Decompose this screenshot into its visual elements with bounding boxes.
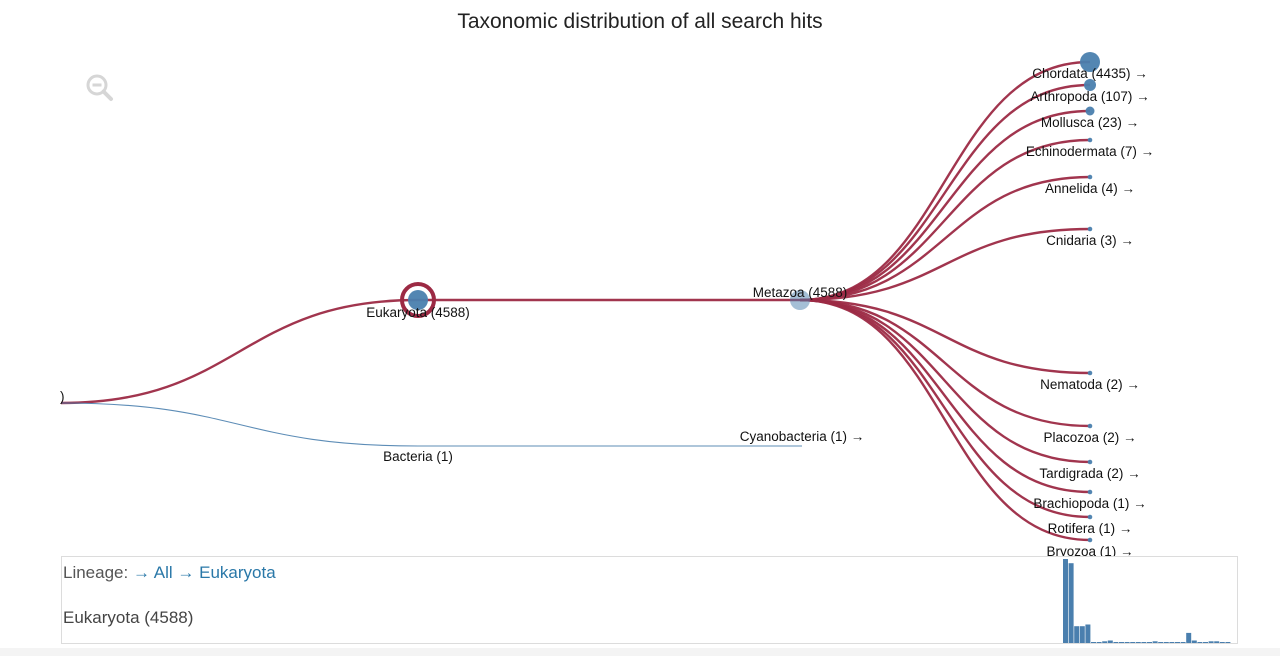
tree-node-annelida[interactable] — [1087, 174, 1093, 180]
tree-node-echinodermata[interactable] — [1087, 137, 1093, 143]
histogram-bar — [1102, 641, 1108, 643]
histogram-bar — [1130, 642, 1136, 643]
histogram-bar — [1113, 642, 1119, 643]
histogram-bar — [1063, 559, 1068, 643]
tree-label-bacteria[interactable]: Bacteria (1) — [383, 449, 453, 464]
tree-labels: ) Eukaryota (4588) Bacteria (1) Metazoa (45… — [60, 66, 1154, 559]
histogram-bar — [1091, 642, 1096, 643]
histogram-bar — [1186, 632, 1192, 643]
selected-node-ring — [400, 282, 436, 318]
tree-links — [60, 60, 1091, 542]
histogram-bar — [1219, 642, 1225, 643]
tree-node-placozoa[interactable] — [1087, 423, 1093, 429]
tree-label-eukaryota[interactable]: Eukaryota (4588) — [366, 305, 470, 320]
tree-node-rotifera[interactable] — [1087, 514, 1093, 520]
tree-node-metazoa[interactable] — [790, 290, 810, 310]
tree-label-metazoa[interactable]: Metazoa (4588) — [753, 285, 848, 300]
info-panel: Lineage: → All → Eukaryota Eukaryota (45… — [61, 556, 1238, 644]
tree-label-placozoa[interactable]: Placozoa (2) → — [1043, 430, 1136, 445]
tree-label-root: ) — [60, 389, 65, 404]
tree-nodes — [400, 52, 1100, 543]
tree-node-brachiopoda[interactable] — [1087, 489, 1093, 495]
tree-label-tardigrada[interactable]: Tardigrada (2) → — [1039, 466, 1140, 481]
histogram-bar — [1085, 624, 1091, 643]
tree-link-arthropoda — [799, 83, 1091, 302]
zoom-out-icon[interactable] — [84, 72, 116, 104]
tree-label-cyanobacteria[interactable]: Cyanobacteria (1) → — [740, 429, 865, 444]
histogram-bar — [1152, 641, 1158, 643]
histogram-bar — [1163, 642, 1169, 643]
tree-label-nematoda[interactable]: Nematoda (2) → — [1040, 377, 1140, 392]
tree-link-placozoa — [799, 298, 1091, 428]
lineage-breadcrumb: Lineage: → All → Eukaryota — [63, 563, 276, 583]
histogram-bar — [1141, 642, 1147, 643]
tree-link-eukaryota — [60, 298, 419, 405]
histogram-bar — [1158, 642, 1164, 643]
histogram-bar — [1079, 626, 1085, 643]
tree-link-bryozoa — [799, 298, 1091, 542]
lineage-link-eukaryota[interactable]: → Eukaryota — [177, 563, 276, 582]
histogram-bar — [1074, 626, 1080, 643]
histogram-bar — [1203, 642, 1208, 643]
tree-label-brachiopoda[interactable]: Brachiopoda (1) → — [1033, 496, 1146, 511]
histogram-bar — [1197, 642, 1203, 643]
tree-node-nematoda[interactable] — [1087, 370, 1093, 376]
bottom-strip — [0, 648, 1280, 656]
tree-node-bryozoa[interactable] — [1087, 537, 1093, 543]
lineage-link-all[interactable]: → All — [132, 563, 173, 582]
histogram-bar — [1191, 640, 1197, 643]
tree-link-brachiopoda — [799, 298, 1091, 494]
tree-node-tardigrada[interactable] — [1087, 459, 1093, 465]
tree-label-rotifera[interactable]: Rotifera (1) → — [1048, 521, 1133, 536]
tree-node-mollusca[interactable] — [1085, 106, 1095, 116]
chart-title: Taxonomic distribution of all search hit… — [457, 10, 823, 33]
tree-link-echinodermata — [799, 138, 1091, 302]
tree-link-annelida — [799, 175, 1091, 302]
lineage-label: Lineage: — [63, 563, 129, 582]
histogram-bar — [1068, 563, 1074, 643]
tree-node-eukaryota[interactable] — [408, 290, 428, 310]
tree-link-nematoda — [799, 298, 1091, 375]
selected-taxon-label: Eukaryota (4588) — [63, 608, 194, 627]
tree-node-cnidaria[interactable] — [1087, 226, 1093, 232]
tree-label-echinodermata[interactable]: Echinodermata (7) → — [1026, 144, 1154, 159]
histogram-bar — [1096, 642, 1102, 643]
tree-label-chordata[interactable]: Chordata (4435) → — [1032, 66, 1148, 81]
histogram-bar — [1169, 642, 1175, 643]
tree-link-mollusca — [799, 109, 1091, 302]
tree-link-cnidaria — [799, 227, 1091, 302]
histogram-bar — [1225, 642, 1231, 643]
tree-node-arthropoda[interactable] — [1084, 79, 1096, 91]
histogram-bar — [1214, 641, 1220, 643]
histogram-bar — [1180, 642, 1186, 643]
tree-link-bacteria — [60, 402, 419, 447]
tree-label-bryozoa[interactable]: Bryozoa (1) → — [1046, 544, 1133, 559]
tree-link-tardigrada — [799, 298, 1091, 464]
histogram-bar — [1208, 641, 1214, 643]
histogram-bar — [1175, 642, 1180, 643]
histogram-bar — [1135, 642, 1141, 643]
histogram-bar — [1124, 642, 1130, 643]
tree-label-annelida[interactable]: Annelida (4) → — [1045, 181, 1135, 196]
histogram-bar — [1107, 640, 1113, 643]
tree-label-arthropoda[interactable]: Arthropoda (107) → — [1030, 89, 1149, 104]
histogram-bar — [1147, 642, 1152, 643]
count-histogram — [1063, 559, 1231, 643]
tree-label-mollusca[interactable]: Mollusca (23) → — [1041, 115, 1139, 130]
tree-label-cnidaria[interactable]: Cnidaria (3) → — [1046, 233, 1134, 248]
tree-node-chordata[interactable] — [1080, 52, 1100, 72]
histogram-bar — [1119, 642, 1124, 643]
